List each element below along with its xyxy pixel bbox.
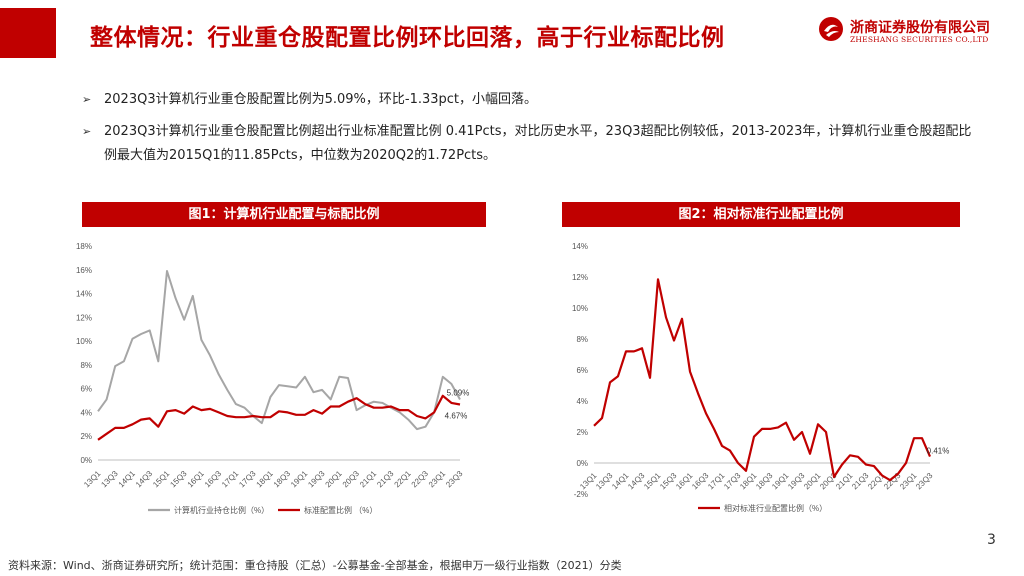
- x-tick-label: 22Q1: [866, 471, 887, 492]
- x-tick-label: 15Q3: [168, 469, 189, 490]
- bullet-arrow-icon: ➢: [82, 125, 92, 138]
- data-label: 0.41%: [927, 447, 950, 456]
- bullet-text: 2023Q3计算机行业重仓股配置比例超出行业标准配置比例 0.41Pcts，对比…: [104, 124, 972, 163]
- x-tick-label: 18Q3: [272, 469, 293, 490]
- y-tick-label: 8%: [576, 335, 588, 344]
- x-tick-label: 15Q1: [642, 471, 663, 492]
- y-tick-label: 12%: [572, 273, 588, 282]
- x-tick-label: 22Q1: [392, 469, 413, 490]
- x-tick-label: 23Q3: [914, 471, 935, 492]
- x-tick-label: 13Q1: [82, 469, 103, 490]
- company-logo: 浙商证券股份有限公司 ZHESHANG SECURITIES CO.,LTD: [818, 14, 1008, 50]
- data-label: 5.09%: [447, 388, 470, 397]
- y-tick-label: 16%: [76, 266, 92, 275]
- x-tick-label: 21Q3: [850, 471, 871, 492]
- y-tick-label: 12%: [76, 313, 92, 322]
- legend-label-2: 标准配置比例 （%）: [304, 505, 377, 515]
- x-tick-label: 15Q3: [658, 471, 679, 492]
- x-tick-label: 18Q1: [255, 469, 276, 490]
- bullet-list: ➢ 2023Q3计算机行业重仓股配置比例为5.09%，环比-1.33pct，小幅…: [82, 88, 982, 176]
- x-tick-label: 23Q1: [427, 469, 448, 490]
- x-tick-label: 18Q3: [754, 471, 775, 492]
- y-tick-label: 6%: [80, 385, 92, 394]
- x-tick-label: 22Q3: [410, 469, 431, 490]
- x-tick-label: 21Q3: [375, 469, 396, 490]
- x-tick-label: 14Q1: [117, 469, 138, 490]
- title-accent-bar: [0, 8, 56, 58]
- x-tick-label: 21Q1: [358, 469, 379, 490]
- bullet-arrow-icon: ➢: [82, 93, 92, 106]
- x-tick-label: 19Q1: [289, 469, 310, 490]
- page-number: 3: [987, 532, 996, 548]
- chart2-line-chart: -2%0%2%4%6%8%10%12%14%13Q113Q314Q114Q315…: [572, 242, 950, 513]
- x-tick-label: 17Q3: [722, 471, 743, 492]
- x-tick-label: 17Q1: [706, 471, 727, 492]
- x-tick-label: 16Q1: [674, 471, 695, 492]
- bullet-text: 2023Q3计算机行业重仓股配置比例为5.09%，环比-1.33pct，小幅回落…: [104, 92, 538, 107]
- y-tick-label: 2%: [80, 432, 92, 441]
- chart1-title: 图1：计算机行业配置与标配比例: [82, 202, 486, 227]
- legend-label-1: 相对标准行业配置比例（%）: [724, 503, 827, 513]
- logo-name-cn: 浙商证券股份有限公司: [850, 20, 990, 36]
- x-tick-label: 20Q1: [802, 471, 823, 492]
- x-tick-label: 14Q1: [610, 471, 631, 492]
- source-footnote: 资料来源：Wind、浙商证券研究所；统计范围：重仓持股（汇总）-公募基金-全部基…: [8, 559, 622, 572]
- x-tick-label: 14Q3: [626, 471, 647, 492]
- y-tick-label: 6%: [576, 366, 588, 375]
- y-tick-label: 14%: [572, 242, 588, 251]
- y-tick-label: 2%: [576, 428, 588, 437]
- x-tick-label: 16Q3: [203, 469, 224, 490]
- series-line-1: [97, 270, 461, 431]
- x-tick-label: 23Q1: [898, 471, 919, 492]
- x-tick-label: 13Q3: [99, 469, 120, 490]
- x-tick-label: 19Q3: [786, 471, 807, 492]
- bullet-item: ➢ 2023Q3计算机行业重仓股配置比例为5.09%，环比-1.33pct，小幅…: [82, 88, 982, 112]
- y-tick-label: 0%: [576, 459, 588, 468]
- x-tick-label: 17Q1: [220, 469, 241, 490]
- series-line-1: [593, 278, 932, 482]
- y-tick-label: 4%: [576, 397, 588, 406]
- bullet-item: ➢ 2023Q3计算机行业重仓股配置比例超出行业标准配置比例 0.41Pcts，…: [82, 120, 982, 168]
- x-tick-label: 19Q1: [770, 471, 791, 492]
- y-tick-label: 18%: [76, 242, 92, 251]
- logo-name-en: ZHESHANG SECURITIES CO.,LTD: [850, 35, 989, 44]
- x-tick-label: 15Q1: [151, 469, 172, 490]
- x-tick-label: 14Q3: [134, 469, 155, 490]
- x-tick-label: 19Q3: [306, 469, 327, 490]
- x-tick-label: 20Q3: [341, 469, 362, 490]
- x-tick-label: 13Q3: [594, 471, 615, 492]
- zheshang-logo-icon: [819, 17, 843, 41]
- y-tick-label: 4%: [80, 408, 92, 417]
- x-tick-label: 18Q1: [738, 471, 759, 492]
- legend-label-1: 计算机行业持仓比例（%）: [174, 505, 269, 515]
- y-tick-label: 14%: [76, 290, 92, 299]
- x-tick-label: 13Q1: [578, 471, 599, 492]
- slide-title: 整体情况：行业重仓股配置比例环比回落，高于行业标配比例: [90, 25, 725, 51]
- chart1-line-chart: 0% 2% 4% 6% 8% 10% 12% 14% 16% 18% 13Q113Q314Q114Q…: [76, 242, 470, 515]
- data-label: 4.67%: [445, 411, 468, 420]
- y-tick-label: 10%: [76, 337, 92, 346]
- x-tick-label: 20Q1: [324, 469, 345, 490]
- series-line-2: [97, 394, 461, 441]
- chart2-title: 图2：相对标准行业配置比例: [562, 202, 960, 227]
- y-tick-label: 0%: [80, 456, 92, 465]
- x-tick-label: 16Q1: [186, 469, 207, 490]
- x-tick-label: 16Q3: [690, 471, 711, 492]
- y-tick-label: -2%: [574, 490, 588, 499]
- x-tick-label: 17Q3: [237, 469, 258, 490]
- x-tick-label: 22Q3: [882, 471, 903, 492]
- y-tick-label: 8%: [80, 361, 92, 370]
- y-tick-label: 10%: [572, 304, 588, 313]
- x-tick-label: 23Q3: [444, 469, 465, 490]
